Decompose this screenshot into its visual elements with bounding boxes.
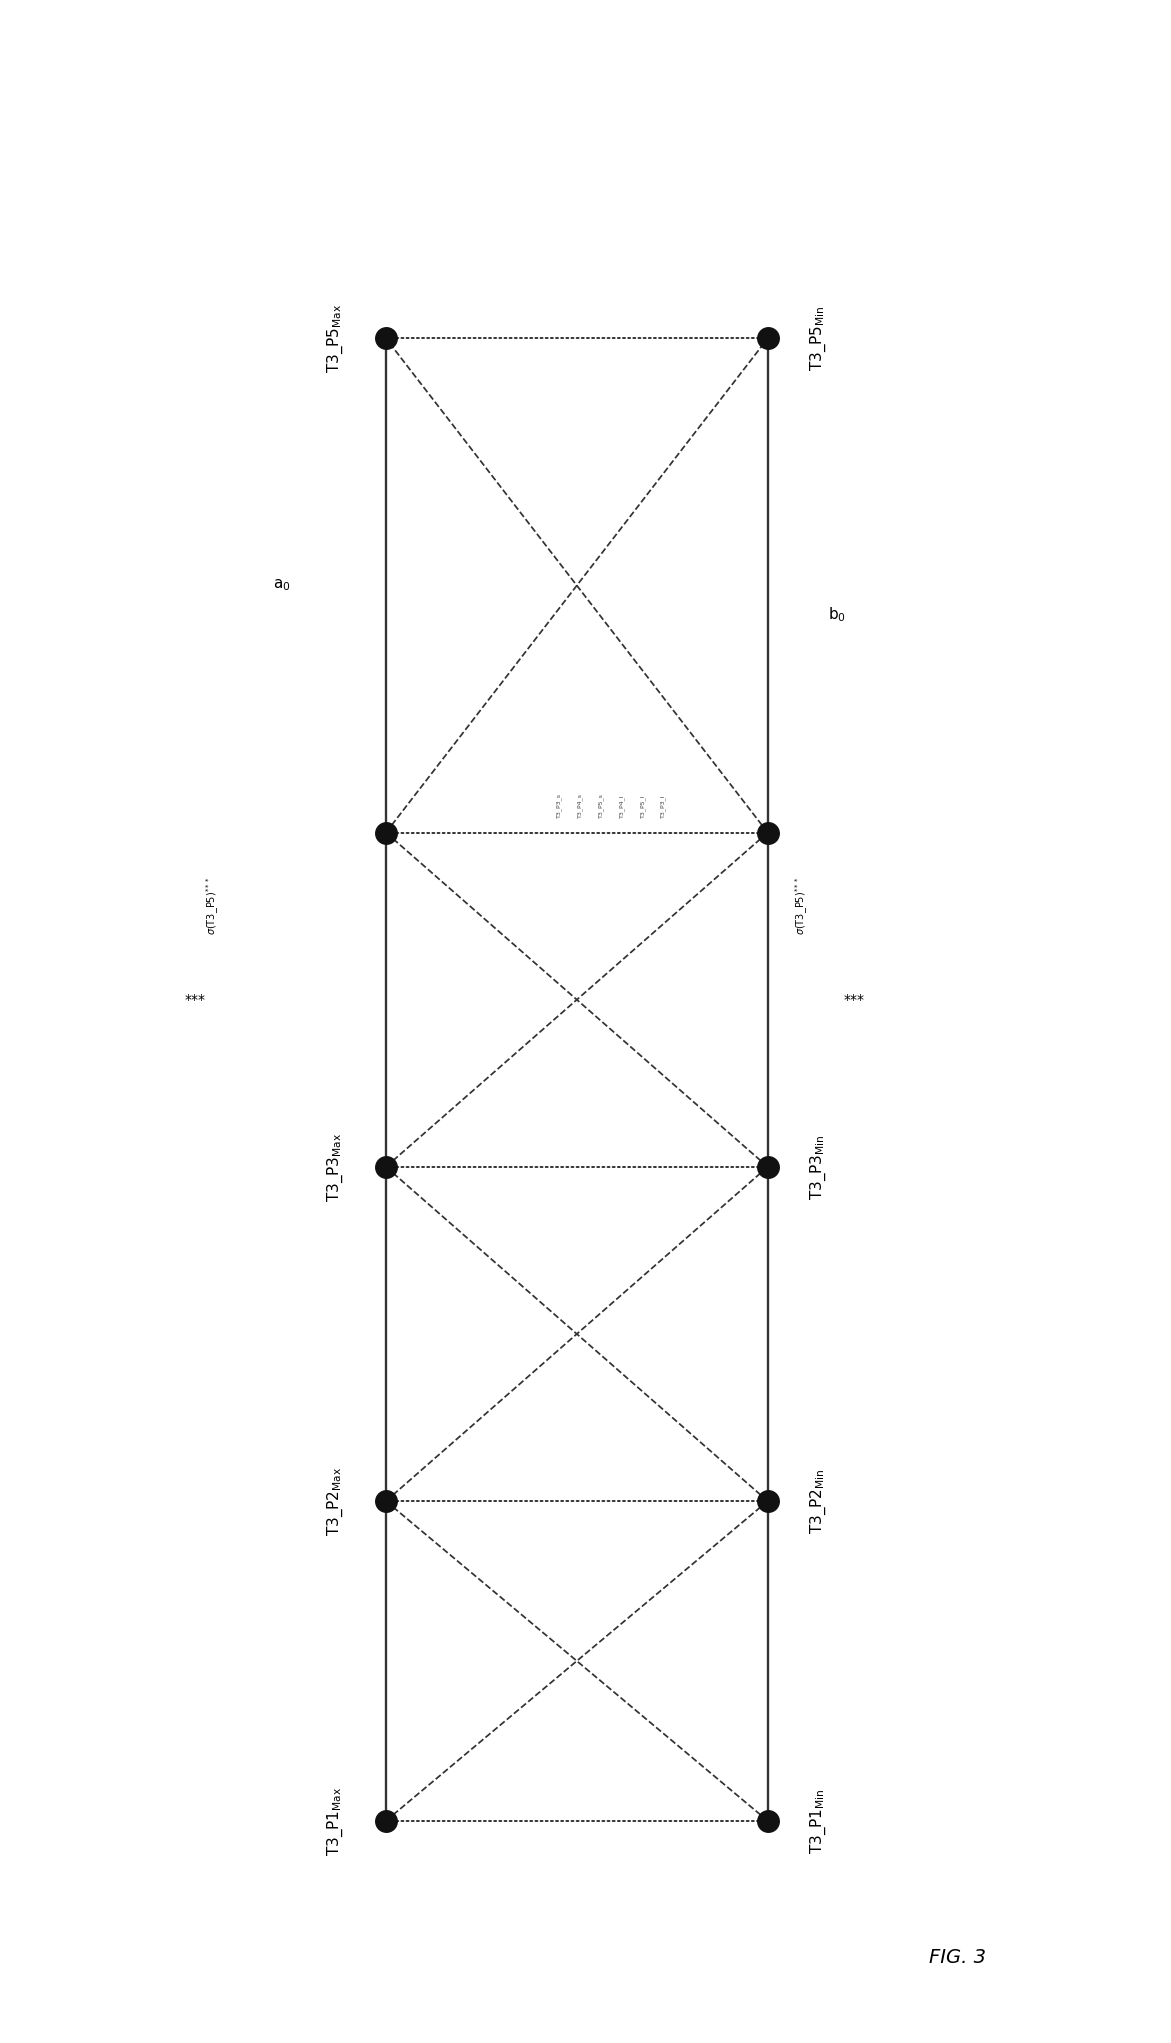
Point: [759, 1150, 778, 1183]
Text: T3_P2$_{\mathregular{Min}}$: T3_P2$_{\mathregular{Min}}$: [809, 1469, 828, 1534]
Text: ***: ***: [185, 993, 206, 1007]
Text: T3_P5_s: T3_P5_s: [598, 793, 604, 817]
Text: $\sigma$(T3_P5)$^{***}$: $\sigma$(T3_P5)$^{***}$: [794, 876, 810, 936]
Point: [759, 1485, 778, 1518]
Text: T3_P2$_{\mathregular{Max}}$: T3_P2$_{\mathregular{Max}}$: [326, 1467, 344, 1536]
Text: T3_P5$_{\mathregular{Min}}$: T3_P5$_{\mathregular{Min}}$: [809, 306, 828, 372]
Text: T3_P3_s: T3_P3_s: [556, 793, 562, 817]
Point: [377, 1804, 396, 1837]
Text: b$_0$: b$_0$: [828, 605, 847, 623]
Point: [759, 1804, 778, 1837]
Text: $\sigma$(T3_P5)$^{***}$: $\sigma$(T3_P5)$^{***}$: [205, 876, 221, 936]
Text: T3_P3$_{\mathregular{Max}}$: T3_P3$_{\mathregular{Max}}$: [326, 1132, 344, 1201]
Point: [759, 323, 778, 355]
Text: T3_P3_l: T3_P3_l: [660, 795, 666, 817]
Text: T3_P1$_{\mathregular{Max}}$: T3_P1$_{\mathregular{Max}}$: [326, 1786, 344, 1855]
Text: T3_P1$_{\mathregular{Min}}$: T3_P1$_{\mathregular{Min}}$: [809, 1788, 828, 1853]
Text: FIG. 3: FIG. 3: [929, 1947, 986, 1967]
Text: T3_P3$_{\mathregular{Min}}$: T3_P3$_{\mathregular{Min}}$: [809, 1134, 828, 1199]
Text: T3_P5_l: T3_P5_l: [639, 795, 645, 817]
Text: T3_P5$_{\mathregular{Max}}$: T3_P5$_{\mathregular{Max}}$: [326, 304, 344, 374]
Text: T3_P4_l: T3_P4_l: [619, 795, 625, 817]
Text: T3_P4_s: T3_P4_s: [577, 793, 583, 817]
Point: [759, 817, 778, 850]
Point: [377, 1485, 396, 1518]
Text: ***: ***: [844, 993, 865, 1007]
Point: [377, 817, 396, 850]
Text: a$_0$: a$_0$: [273, 578, 290, 592]
Point: [377, 323, 396, 355]
Point: [377, 1150, 396, 1183]
